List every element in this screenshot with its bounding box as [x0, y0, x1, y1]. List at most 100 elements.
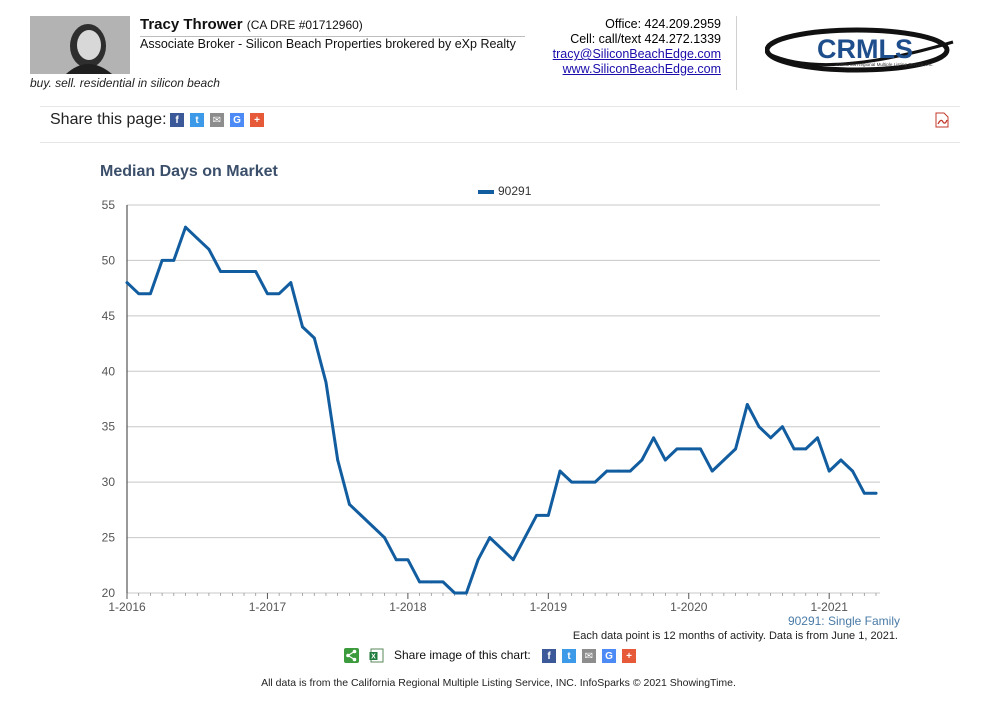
facebook-icon[interactable]: f — [170, 113, 184, 127]
data-point — [242, 270, 246, 273]
data-point — [394, 558, 398, 562]
data-point — [780, 425, 784, 429]
data-point — [804, 447, 808, 451]
data-point — [464, 591, 468, 595]
data-point — [652, 436, 656, 440]
data-point — [195, 236, 199, 240]
data-point — [734, 447, 737, 451]
data-point — [301, 325, 304, 329]
footer-note: All data is from the California Regional… — [261, 677, 736, 689]
data-point — [172, 259, 176, 262]
x-tick-label: 1-2021 — [811, 600, 849, 614]
data-point — [839, 458, 843, 462]
data-point — [535, 514, 539, 517]
data-point — [558, 469, 562, 473]
excel-icon[interactable]: X — [369, 648, 384, 663]
data-point — [476, 558, 480, 562]
data-point — [710, 469, 714, 473]
agent-tagline: buy. sell. residential in silicon beach — [30, 76, 220, 90]
data-point — [324, 380, 328, 384]
data-point — [207, 247, 211, 251]
data-point — [441, 580, 445, 584]
data-point — [722, 458, 726, 462]
data-point — [289, 281, 293, 284]
agent-photo — [30, 16, 130, 74]
data-point — [663, 458, 667, 462]
facebook-icon[interactable]: f — [542, 649, 556, 663]
data-point — [874, 491, 878, 495]
data-point — [125, 281, 129, 284]
data-point — [640, 458, 644, 462]
header-divider — [736, 16, 737, 90]
agent-divider — [140, 36, 525, 37]
email-icon[interactable]: ✉ — [210, 113, 224, 127]
y-tick-label: 55 — [102, 198, 116, 212]
y-tick-label: 20 — [102, 586, 116, 600]
plus-icon[interactable]: + — [250, 113, 264, 127]
series-note: 90291: Single Family — [787, 614, 900, 628]
plus-icon[interactable]: + — [622, 649, 636, 663]
legend-swatch — [478, 190, 494, 194]
data-point — [769, 436, 773, 440]
data-point — [687, 447, 691, 451]
y-tick-label: 45 — [102, 309, 116, 323]
data-point — [160, 259, 164, 262]
data-point — [851, 469, 854, 473]
share-page-label: Share this page: — [50, 111, 167, 128]
x-tick-label: 1-2017 — [249, 600, 287, 614]
data-point — [523, 536, 527, 539]
pdf-icon[interactable] — [934, 112, 950, 128]
data-point — [862, 491, 866, 495]
data-point — [617, 469, 620, 473]
data-point — [137, 292, 141, 296]
data-point — [757, 425, 761, 429]
y-tick-label: 50 — [102, 253, 116, 267]
data-point — [816, 436, 819, 440]
share-icon[interactable] — [344, 648, 359, 663]
google-icon[interactable]: G — [602, 649, 616, 663]
agent-dre: (CA DRE #01712960) — [246, 18, 363, 32]
svg-text:X: X — [371, 654, 376, 661]
x-tick-label: 1-2019 — [530, 600, 568, 614]
office-phone: Office: 424.209.2959 — [605, 17, 721, 31]
data-point — [312, 336, 316, 340]
data-point — [500, 547, 503, 551]
website-link[interactable]: www.SiliconBeachEdge.com — [562, 62, 721, 76]
twitter-icon[interactable]: t — [190, 113, 204, 127]
data-point — [827, 469, 831, 473]
logo-subtext: California Regional Multiple Listing Ser… — [836, 62, 933, 67]
data-point — [277, 292, 281, 296]
data-point — [675, 447, 679, 451]
twitter-icon[interactable]: t — [562, 649, 576, 663]
legend-label[interactable]: 90291 — [498, 184, 532, 198]
google-icon[interactable]: G — [230, 113, 244, 127]
agent-title: Associate Broker - Silicon Beach Propert… — [140, 37, 516, 51]
data-point — [371, 525, 375, 528]
y-tick-label: 35 — [102, 420, 116, 434]
email-link[interactable]: tracy@SiliconBeachEdge.com — [552, 47, 721, 61]
series-line-90291[interactable] — [125, 225, 878, 595]
chart-title: Median Days on Market — [100, 163, 278, 180]
data-point — [383, 536, 386, 539]
email-icon[interactable]: ✉ — [582, 649, 596, 663]
data-point — [453, 591, 457, 595]
x-tick-label: 1-2018 — [389, 600, 427, 614]
data-point — [230, 270, 234, 273]
data-point — [699, 447, 702, 451]
y-tick-label: 25 — [102, 531, 116, 545]
x-tick-label: 1-2020 — [670, 600, 708, 614]
agent-name-text: Tracy Thrower — [140, 16, 243, 33]
y-tick-label: 40 — [102, 364, 116, 378]
data-point — [359, 514, 363, 517]
y-tick-label: 30 — [102, 475, 116, 489]
data-point — [628, 469, 632, 473]
data-point — [570, 480, 574, 484]
separator-bottom — [40, 142, 960, 143]
data-point — [582, 480, 585, 484]
logo-text: CRMLS — [817, 34, 913, 64]
data-point — [347, 502, 351, 506]
data-point — [266, 292, 269, 296]
data-point — [406, 558, 410, 562]
data-point — [745, 403, 749, 406]
